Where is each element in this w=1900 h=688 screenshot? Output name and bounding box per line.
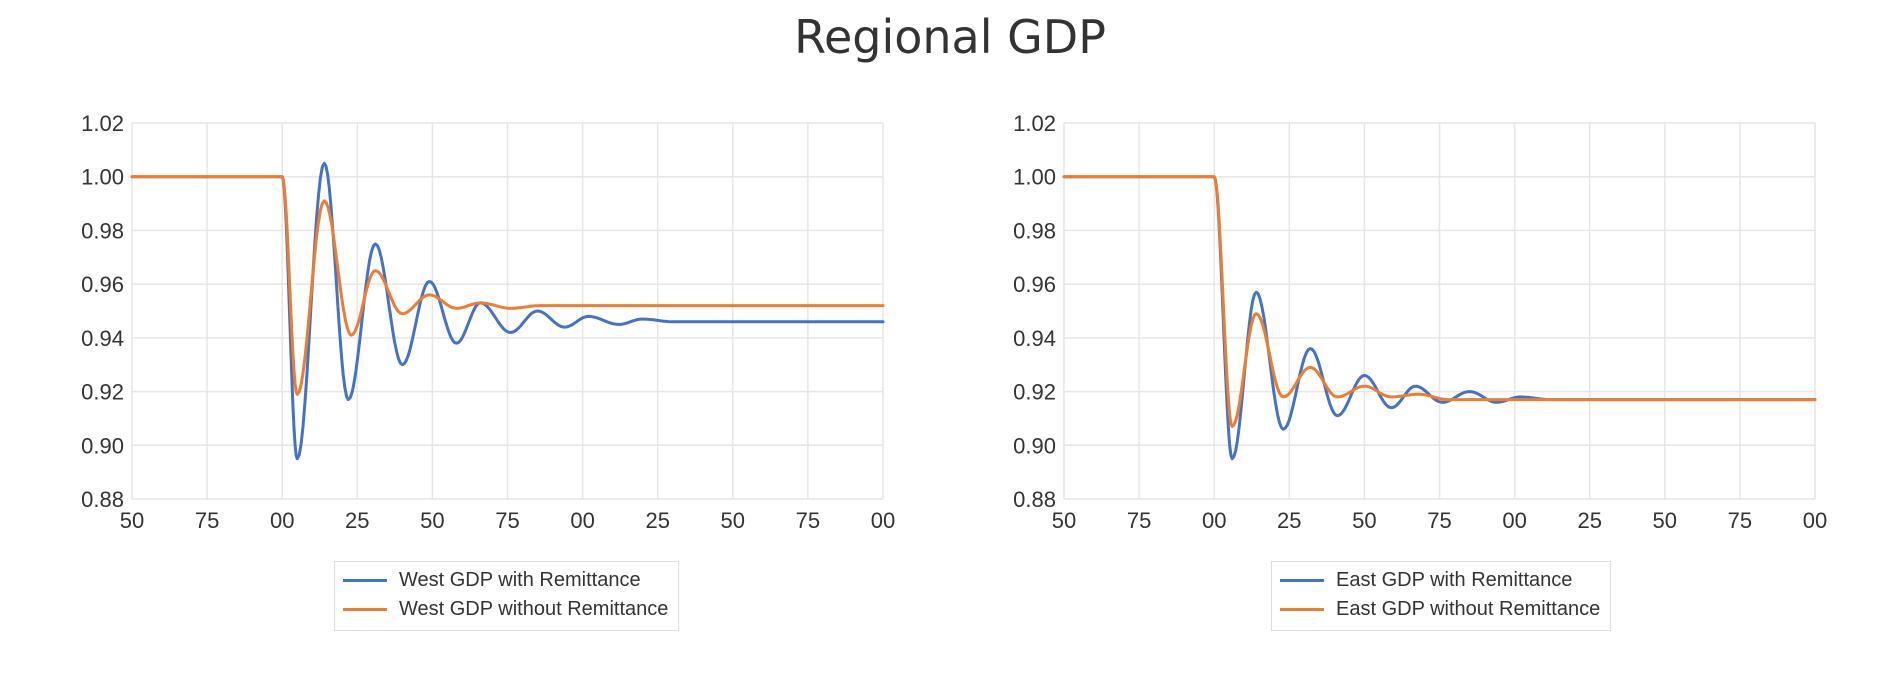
legend-east: East GDP with Remittance East GDP withou…: [1271, 561, 1612, 631]
legend-label: East GDP with Remittance: [1336, 569, 1573, 591]
x-tick-label: 00: [1202, 508, 1226, 533]
legend-item: West GDP with Remittance: [343, 566, 668, 595]
y-tick-label: 1.00: [1013, 165, 1056, 190]
chart-title: Regional GDP: [794, 10, 1106, 64]
legend-label: West GDP without Remittance: [399, 598, 669, 620]
x-tick-label: 00: [570, 508, 594, 533]
x-tick-label: 25: [345, 508, 369, 533]
legend-west: West GDP with Remittance West GDP withou…: [334, 561, 680, 631]
x-tick-label: 50: [1653, 508, 1677, 533]
legend-label: East GDP without Remittance: [1336, 598, 1601, 620]
legend-label: West GDP with Remittance: [399, 569, 641, 591]
x-tick-label: 25: [645, 508, 669, 533]
y-tick-label: 0.90: [1013, 433, 1056, 458]
legend-swatch-without: [343, 608, 387, 611]
y-tick-label: 1.02: [1013, 111, 1056, 136]
y-tick-label: 0.98: [81, 218, 124, 243]
legend-item: East GDP with Remittance: [1280, 566, 1600, 595]
x-tick-label: 25: [1277, 508, 1301, 533]
x-tick-label: 75: [195, 508, 219, 533]
x-tick-label: 00: [270, 508, 294, 533]
y-tick-label: 0.94: [1013, 326, 1056, 351]
series-line-without-remittance: [130, 175, 885, 396]
x-tick-label: 50: [120, 508, 144, 533]
series-line-with-remittance: [1062, 175, 1817, 461]
legend-item: West GDP without Remittance: [343, 595, 668, 624]
x-tick-label: 75: [495, 508, 519, 533]
x-tick-label: 75: [1427, 508, 1451, 533]
legend-item: East GDP without Remittance: [1280, 595, 1600, 624]
x-tick-label: 00: [1803, 508, 1827, 533]
chart-1: 0.88 0.90 0.92 0.94 0.96 0.98 1.00 1.02 50 75 00 25…: [1013, 111, 1827, 533]
y-tick-label: 0.96: [81, 272, 124, 297]
series-line-with-remittance: [130, 161, 885, 461]
x-tick-label: 75: [1127, 508, 1151, 533]
x-tick-label: 50: [1052, 508, 1076, 533]
y-tick-label: 0.92: [81, 380, 124, 405]
y-tick-label: 0.88: [1013, 487, 1056, 512]
x-tick-label: 00: [871, 508, 895, 533]
legend-swatch-with: [343, 579, 387, 582]
x-tick-label: 50: [721, 508, 745, 533]
x-tick-label: 50: [420, 508, 444, 533]
x-tick-label: 75: [1728, 508, 1752, 533]
x-tick-label: 75: [796, 508, 820, 533]
y-tick-label: 0.92: [1013, 380, 1056, 405]
y-tick-label: 0.98: [1013, 218, 1056, 243]
chart-0: 0.88 0.90 0.92 0.94 0.96 0.98 1.00 1.02 50 75 00 25…: [81, 111, 895, 533]
x-tick-label: 00: [1502, 508, 1526, 533]
legend-swatch-with: [1280, 579, 1324, 582]
y-tick-label: 0.90: [81, 433, 124, 458]
series-line-without-remittance: [1062, 175, 1817, 428]
y-tick-label: 0.96: [1013, 272, 1056, 297]
x-tick-label: 25: [1577, 508, 1601, 533]
y-tick-label: 1.02: [81, 111, 124, 136]
y-tick-label: 1.00: [81, 165, 124, 190]
legend-swatch-without: [1280, 608, 1324, 611]
y-tick-label: 0.94: [81, 326, 124, 351]
y-tick-label: 0.88: [81, 487, 124, 512]
x-tick-label: 50: [1352, 508, 1376, 533]
